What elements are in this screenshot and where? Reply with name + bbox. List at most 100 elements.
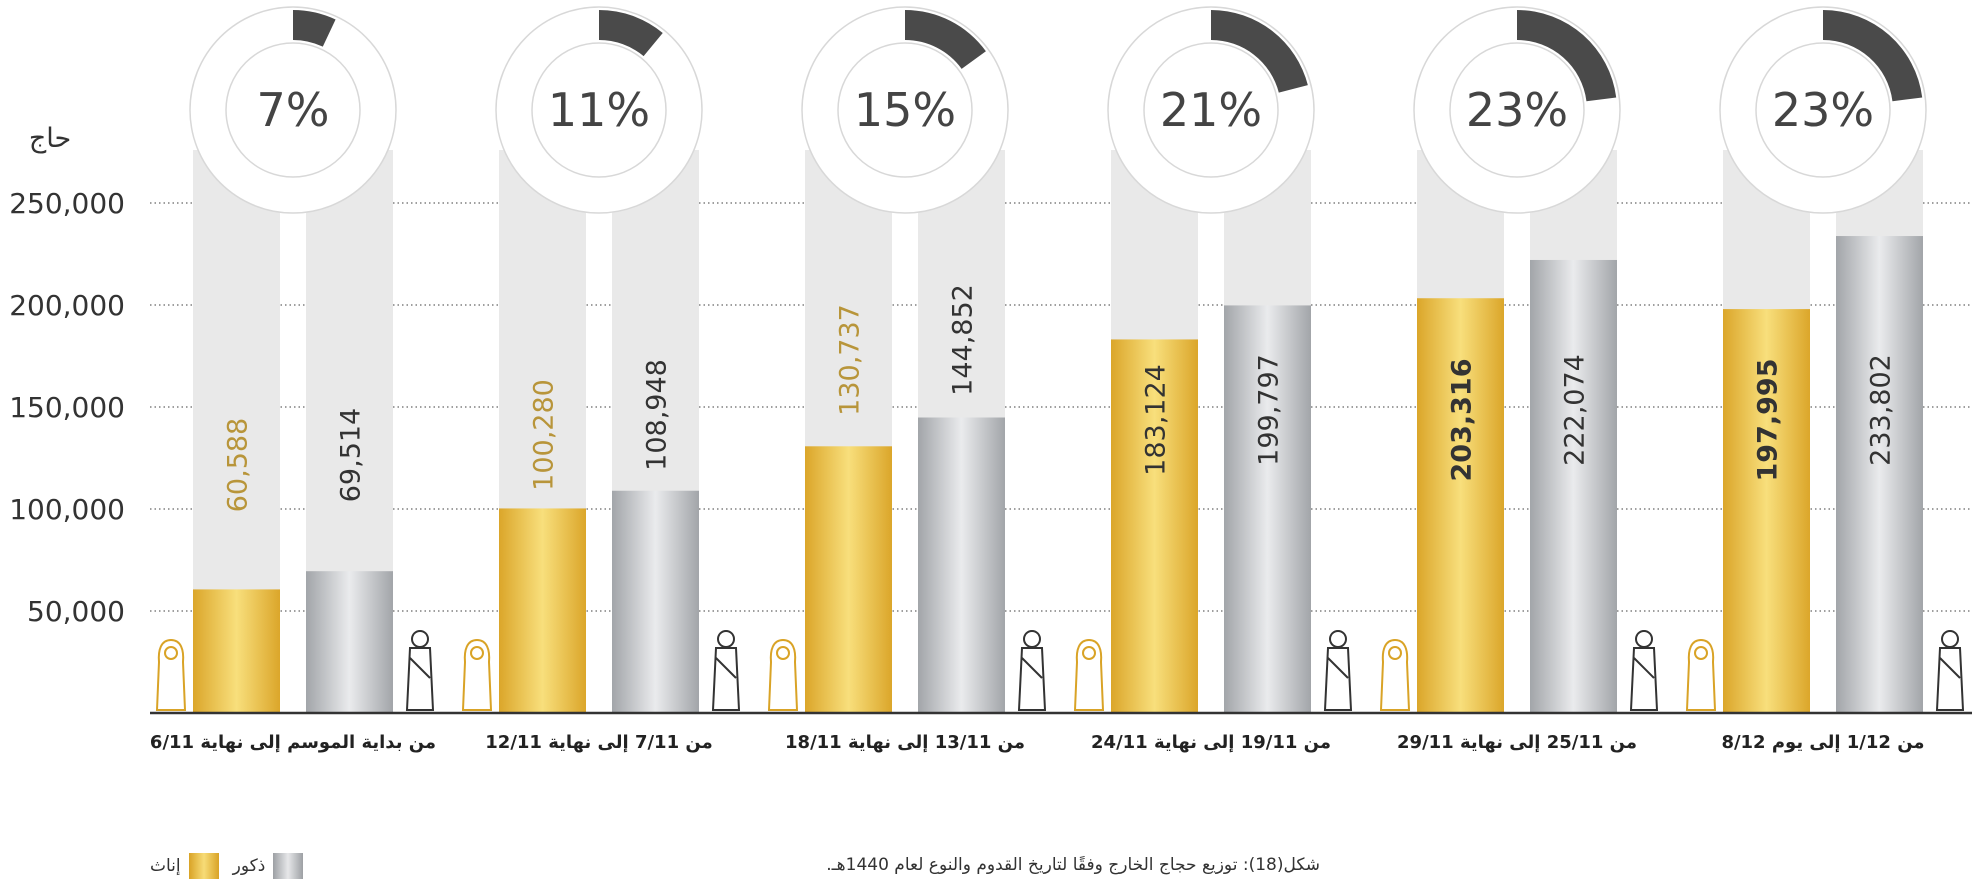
donut-percent-label: 21% xyxy=(1160,83,1262,137)
male-figure-head xyxy=(1329,630,1347,648)
data-label-male: 144,852 xyxy=(948,284,979,396)
donut-percent-label: 23% xyxy=(1772,83,1874,137)
bar-male xyxy=(612,490,699,713)
female-figure-face xyxy=(1694,646,1708,660)
legend-item-female: إناث xyxy=(150,853,219,879)
female-figure-face xyxy=(164,646,178,660)
data-label-female: 197,995 xyxy=(1753,359,1784,482)
donut-segment xyxy=(293,10,336,47)
female-figure-outline xyxy=(1379,638,1411,711)
bar-male xyxy=(1836,236,1923,713)
data-label-male: 199,797 xyxy=(1254,354,1285,466)
donut-segment xyxy=(1517,10,1617,102)
legend: ذكور إناث xyxy=(150,853,304,879)
female-figure-icon xyxy=(1379,638,1411,711)
legend-label-female: إناث xyxy=(150,856,181,876)
female-figure-face xyxy=(776,646,790,660)
donut-percent-label: 7% xyxy=(257,83,330,137)
female-figure-outline xyxy=(767,638,799,711)
x-category-label: من 19/11 إلى نهاية 24/11 xyxy=(1091,732,1331,753)
data-label-male: 69,514 xyxy=(336,408,367,502)
legend-swatch-male xyxy=(273,853,304,879)
data-label-female: 100,280 xyxy=(529,379,560,491)
female-figure-face xyxy=(470,646,484,660)
male-figure-icon xyxy=(711,630,741,711)
bar-female xyxy=(1417,298,1504,713)
bar-female xyxy=(1111,339,1198,713)
male-figure-body xyxy=(1017,647,1047,711)
female-figure-outline xyxy=(155,638,187,711)
male-figure-head xyxy=(411,630,429,648)
female-figure-outline xyxy=(1073,638,1105,711)
male-figure-body xyxy=(1323,647,1353,711)
data-label-male: 108,948 xyxy=(642,359,673,471)
male-figure-head xyxy=(1023,630,1041,648)
donut-inner xyxy=(225,42,361,178)
legend-label-male: ذكور xyxy=(232,856,266,876)
male-figure-icon xyxy=(405,630,435,711)
x-category-label: من 25/11 إلى نهاية 29/11 xyxy=(1397,732,1637,753)
male-figure-body xyxy=(711,647,741,711)
x-category-label: من 13/11 إلى نهاية 18/11 xyxy=(785,732,1025,753)
female-figure-icon xyxy=(155,638,187,711)
female-figure-icon xyxy=(767,638,799,711)
female-figure-icon xyxy=(1073,638,1105,711)
donut-segment xyxy=(905,10,986,69)
male-figure-icon xyxy=(1323,630,1353,711)
male-figure-head xyxy=(1635,630,1653,648)
x-category-label: من 1/12 إلى يوم 8/12 xyxy=(1721,732,1924,753)
male-figure-body xyxy=(1935,647,1965,711)
donut-inner xyxy=(1755,42,1891,178)
data-label-female: 130,737 xyxy=(835,304,866,416)
donut-inner xyxy=(1449,42,1585,178)
bar-female xyxy=(193,589,280,713)
bar-groups: 60,588 69,514 7% من بداية الموسم إلى نهاية … xyxy=(150,6,1965,753)
male-figure-body xyxy=(405,647,435,711)
female-figure-icon xyxy=(1685,638,1717,711)
data-label-male: 222,074 xyxy=(1560,354,1591,466)
female-figure-face xyxy=(1388,646,1402,660)
female-figure-face xyxy=(1082,646,1096,660)
x-category-label: من بداية الموسم إلى نهاية 6/11 xyxy=(150,732,436,753)
donut-inner xyxy=(531,42,667,178)
donut-segment xyxy=(1823,10,1923,102)
donut-segment xyxy=(599,10,663,57)
male-figure-body xyxy=(1629,647,1659,711)
donut-inner xyxy=(1143,42,1279,178)
female-figure-outline xyxy=(461,638,493,711)
legend-swatch-female xyxy=(188,853,219,879)
donut-segment xyxy=(1211,10,1308,93)
bar-male xyxy=(918,417,1005,713)
male-figure-icon xyxy=(1935,630,1965,711)
data-label-female: 60,588 xyxy=(223,418,254,512)
y-tick-label: 250,000 xyxy=(9,187,125,220)
female-figure-icon xyxy=(461,638,493,711)
male-figure-icon xyxy=(1017,630,1047,711)
y-tick-label: 150,000 xyxy=(9,391,125,424)
bar-male xyxy=(306,571,393,713)
y-tick-label: 200,000 xyxy=(9,289,125,322)
bar-female xyxy=(805,446,892,713)
donut-percent-label: 15% xyxy=(854,83,956,137)
bar-female xyxy=(499,508,586,713)
data-label-female: 203,316 xyxy=(1447,359,1478,482)
y-axis-label: حاج xyxy=(29,123,71,154)
legend-item-male: ذكور xyxy=(233,853,304,879)
donut-percent-label: 11% xyxy=(548,83,650,137)
donut-percent-label: 23% xyxy=(1466,83,1568,137)
female-figure-outline xyxy=(1685,638,1717,711)
male-figure-icon xyxy=(1629,630,1659,711)
y-tick-label: 50,000 xyxy=(27,595,125,628)
bar-female xyxy=(1723,309,1810,713)
donut-inner xyxy=(837,42,973,178)
y-tick-label: 100,000 xyxy=(9,493,125,526)
data-label-female: 183,124 xyxy=(1141,364,1172,476)
bar-male xyxy=(1530,259,1617,713)
x-category-label: من 7/11 إلى نهاية 12/11 xyxy=(485,732,712,753)
figure-caption: شكل(18): توزيع حجاج الخارج وفقًا لتاريخ … xyxy=(826,855,1320,875)
bar-male xyxy=(1224,305,1311,713)
male-figure-head xyxy=(717,630,735,648)
male-figure-head xyxy=(1941,630,1959,648)
